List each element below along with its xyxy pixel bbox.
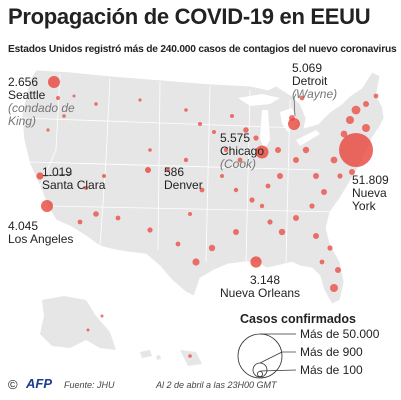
label-los-angeles: 4.045 Los Angeles	[8, 220, 73, 246]
label-detroit: 5.069 Detroit (Wayne)	[292, 62, 337, 101]
santa-clara-city: Santa Clara	[42, 178, 106, 192]
legend-item-medium: Más de 900	[300, 345, 363, 359]
bubble-denver	[145, 167, 151, 173]
seattle-county: (condado de King)	[8, 101, 75, 128]
legend-title: Casos confirmados	[240, 312, 357, 326]
date-credit: Al 2 de abril a las 23H00 GMT	[156, 380, 277, 390]
leader-lines	[43, 93, 297, 177]
detroit-city: Detroit	[292, 74, 328, 88]
lake-erie	[296, 130, 320, 146]
alaska-shape	[40, 296, 116, 350]
los-angeles-cases: 4.045	[8, 219, 39, 233]
label-seattle: 2.656 Seattle (condado de King)	[8, 76, 78, 128]
bubble-detroit	[288, 118, 300, 130]
hawaii-shape	[140, 350, 202, 366]
label-new-orleans: 3.148 Nueva Orleans	[220, 274, 300, 300]
legend-item-large: Más de 50.000	[300, 327, 380, 341]
detroit-county: (Wayne)	[292, 87, 338, 101]
chicago-cases: 5.575	[220, 131, 251, 145]
new-orleans-city: Nueva Orleans	[220, 286, 301, 300]
new-york-city: Nueva York	[352, 186, 387, 213]
copyright-symbol: ©	[8, 377, 18, 392]
lake-michigan	[260, 110, 270, 150]
label-santa-clara: 1.019 Santa Clara	[42, 166, 105, 192]
label-new-york: 51.809 Nueva York	[352, 174, 396, 213]
map-subtitle: Estados Unidos registró más de 240.000 c…	[8, 44, 397, 55]
chicago-county: (Cook)	[220, 157, 257, 171]
seattle-city: Seattle	[8, 88, 46, 102]
label-denver: 586 Denver	[164, 166, 203, 192]
legend-leaders	[259, 333, 297, 372]
bubble-santa-clara	[36, 172, 44, 180]
small-case-bubbles	[46, 93, 379, 358]
new-orleans-cases: 3.148	[250, 273, 281, 287]
legend-circles	[237, 333, 283, 379]
afp-logo: AFP	[26, 376, 52, 391]
bubble-chicago	[255, 145, 269, 159]
new-york-cases: 51.809	[352, 173, 389, 187]
bubble-new-orleans	[250, 256, 262, 268]
map-title: Propagación de COVID-19 en EEUU	[8, 4, 371, 29]
chicago-city: Chicago	[220, 144, 265, 158]
seattle-cases: 2.656	[8, 75, 39, 89]
bubble-los-angeles	[41, 200, 53, 212]
detroit-cases: 5.069	[292, 61, 323, 75]
los-angeles-city: Los Angeles	[8, 232, 74, 246]
lake-superior	[238, 94, 280, 106]
bubble-new-york	[339, 133, 373, 167]
denver-city: Denver	[164, 178, 203, 192]
santa-clara-cases: 1.019	[42, 165, 73, 179]
label-chicago: 5.575 Chicago (Cook)	[220, 132, 264, 171]
bubble-seattle	[48, 76, 60, 88]
legend-item-small: Más de 100	[300, 363, 363, 377]
source-credit: Fuente: JHU	[64, 380, 115, 390]
denver-cases: 586	[164, 165, 185, 179]
